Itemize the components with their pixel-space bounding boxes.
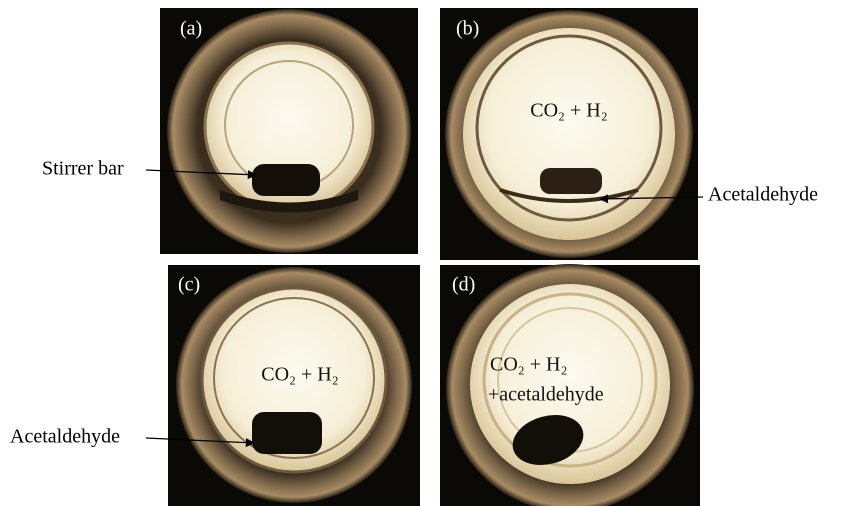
panel-label: (b) bbox=[456, 18, 479, 40]
photo-a bbox=[160, 8, 418, 254]
callout: Stirrer bar bbox=[42, 158, 124, 180]
callout: Acetaldehyde bbox=[708, 184, 818, 206]
gas-label: +acetaldehyde bbox=[488, 384, 604, 406]
panel-label: (d) bbox=[452, 274, 475, 296]
panel-label: (c) bbox=[178, 274, 200, 296]
photo-b bbox=[440, 8, 698, 260]
gas-label: CO₂ + H₂ bbox=[530, 100, 607, 122]
gas-label: CO₂ + H₂ bbox=[490, 354, 567, 376]
figure: (a) (b) (c) (d) CO₂ + H₂ CO₂ + H₂ CO₂ + … bbox=[0, 0, 843, 506]
callout: Acetaldehyde bbox=[10, 426, 120, 448]
gas-label: CO₂ + H₂ bbox=[261, 364, 338, 386]
panel-label: (a) bbox=[180, 18, 202, 40]
page: (a) (b) (c) (d) CO₂ + H₂ CO₂ + H₂ CO₂ + … bbox=[0, 0, 843, 506]
